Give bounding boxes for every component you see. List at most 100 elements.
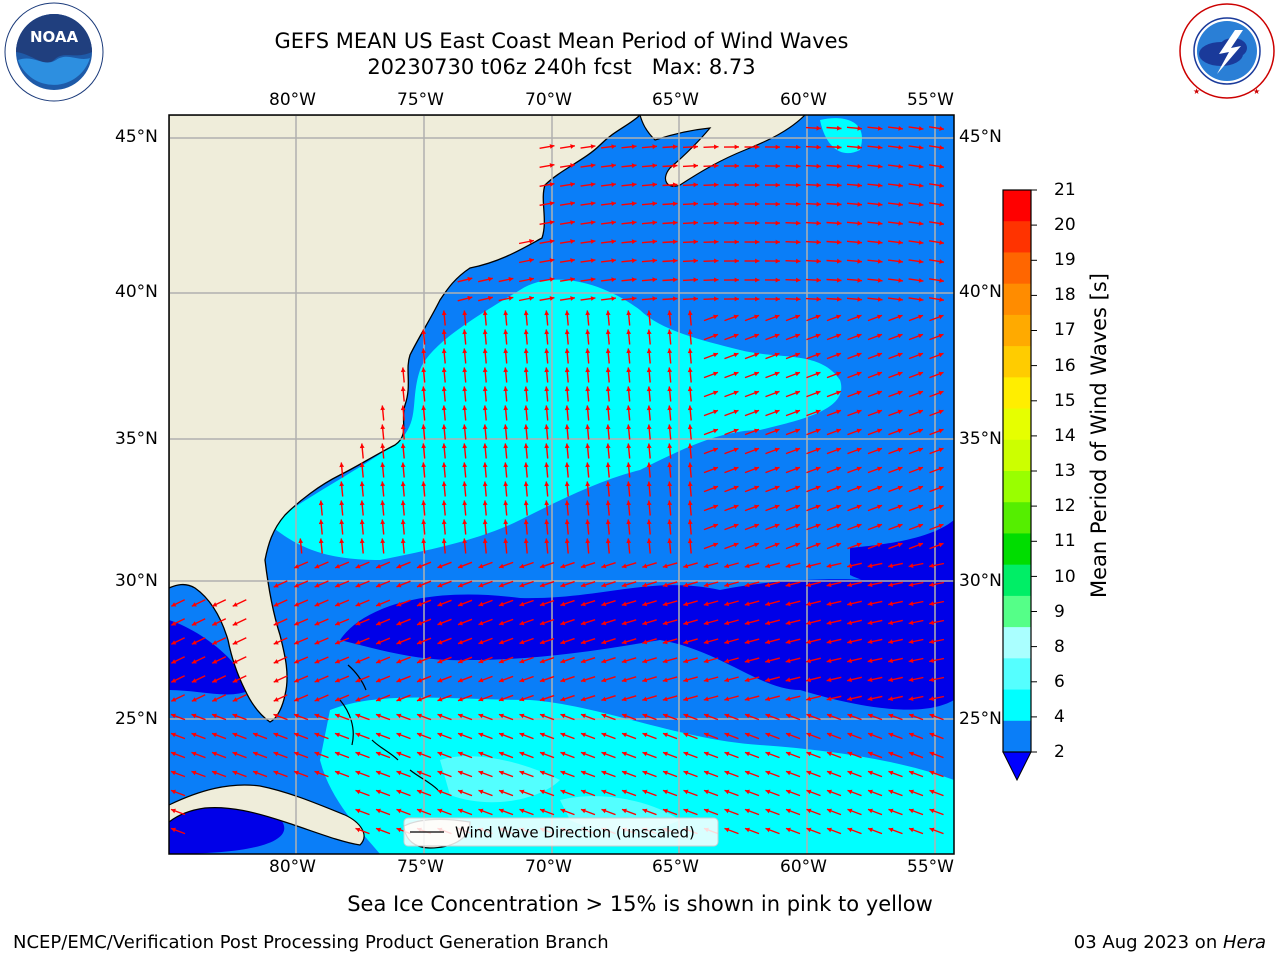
wave-arrow-head [462,443,468,449]
wave-arrow-head [667,367,673,373]
wave-arrow-head [253,770,258,776]
colorbar-segment [1003,658,1031,691]
wave-arrow-head [939,297,944,302]
wave-arrow-head [687,310,693,316]
wave-arrow-head [580,563,586,569]
wave-arrow-head [795,390,800,396]
wave-arrow-head [642,639,648,645]
wave-arrow-head [836,258,842,264]
wave-arrow-head [786,713,791,719]
wave-arrow-head [847,770,853,776]
colorbar-tick: 13 [1054,461,1076,481]
wave-arrow-head [626,310,632,316]
wave-arrow-head [549,258,555,263]
wave-arrow-head [795,466,800,472]
wave-arrow-head [898,183,903,188]
wave-arrow-head [888,677,893,682]
lon-label-bottom: 80°W [269,857,316,877]
wave-arrow-head [713,390,718,396]
wave-arrow-head [744,658,750,664]
wave-arrow-head [786,732,791,738]
wave-arrow-head [836,296,842,302]
wave-arrow-head [877,145,883,150]
wave-arrow-head [836,220,842,226]
wave-arrow-head [519,789,525,795]
wave-arrow-head [335,640,341,645]
wave-arrow-head [212,732,217,738]
wave-arrow-head [458,639,463,645]
wave-arrow-head [765,789,771,795]
land-cuba [169,784,365,846]
wave-arrow-head [564,481,570,487]
wave-arrow-head [544,310,550,316]
wave-arrow-head [417,770,422,776]
wave-arrow-head [421,329,427,335]
wave-arrow-head [667,310,673,316]
wave-arrow-head [376,827,381,833]
wave-arrow-head [672,163,678,169]
wave-arrow-head [724,827,730,833]
wave-arrow-head [314,770,320,776]
wave-arrow-head [478,601,484,607]
wave-arrow-head [458,677,463,683]
wave-arrow-head [560,808,566,814]
wave-arrow-head [318,538,324,544]
wave-arrow-head [897,485,903,491]
wave-arrow-head [458,582,463,588]
wave-arrow-head [897,504,903,510]
wave-arrow-head [499,713,504,719]
wave-arrow-head [877,542,882,548]
wave-arrow-head [519,732,525,738]
graticule [169,115,954,854]
wave-arrow-head [560,658,566,664]
wave-arrow-head [580,582,586,588]
wave-arrow-head [815,371,821,377]
wave-arrow-head [437,582,443,588]
wave-arrow-head [359,443,365,449]
wave-arrow-head [611,277,616,282]
sea-ice-note: Sea Ice Concentration > 15% is shown in … [0,891,1280,917]
wave-arrow-head [314,564,320,569]
wave-arrow-head [918,314,923,320]
wave-arrow-head [458,751,463,757]
wave-arrow-head [462,424,468,430]
wave-arrow-head [478,789,484,795]
wave-arrow-head [355,659,361,664]
wave-arrow-head [733,352,739,358]
wave-arrow-head [335,564,341,569]
wave-arrow-head [396,789,402,795]
wave-arrow-head [775,163,780,169]
wave-arrow-head [888,601,893,606]
wave-arrow-head [380,424,386,430]
wave-arrow-head [294,713,299,719]
colorbar-tick: 21 [1054,180,1076,200]
wave-arrow-head [605,310,611,316]
wave-arrow-head [785,658,791,664]
wave-arrow-head [918,240,924,245]
wave-arrow-head [857,239,862,245]
wave-arrow-head [667,443,673,449]
wave-arrow-head [171,678,177,683]
wave-arrow-head [745,713,750,719]
wave-arrow-head [888,789,894,795]
wave-arrow-head [570,258,575,263]
wave-arrow-head [549,201,555,206]
wave-arrow-head [755,239,760,245]
wave-arrow-head [621,658,627,664]
wave-arrow-head [400,424,406,430]
wave-arrow-head [714,144,719,150]
wave-arrow-head [785,601,791,607]
wave-arrow-head [683,713,689,719]
wave-arrow-head [867,582,873,587]
wave-arrow-head [667,329,673,335]
wave-arrow-head [355,808,361,814]
wave-arrow-head [564,538,570,544]
wave-arrow-head [631,144,637,150]
wave-arrow-head [775,182,780,188]
wave-arrow-head [847,827,853,833]
wave-arrow-head [549,220,555,225]
wave-arrow-head [396,732,402,738]
wave-arrow-head [929,582,934,587]
wave-arrow-head [519,696,525,702]
wave-arrow-head [294,602,300,607]
